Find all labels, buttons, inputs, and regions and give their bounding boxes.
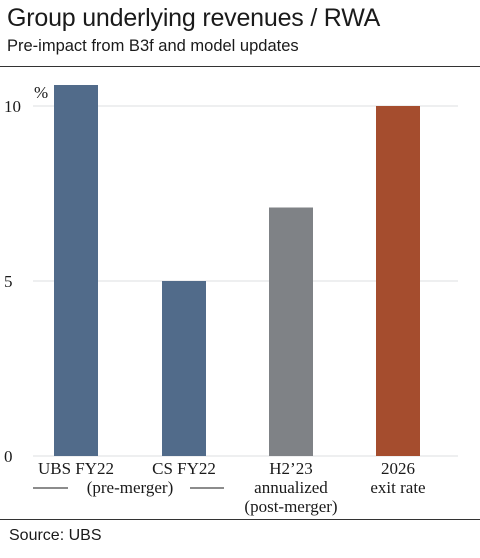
y-axis: 0 5 10% xyxy=(4,83,48,466)
group-bracket: (pre-merger) xyxy=(33,478,224,497)
chart-title: Group underlying revenues / RWA xyxy=(7,4,381,32)
bar xyxy=(162,281,206,456)
x-category-label: 2026 exit rate xyxy=(370,459,425,497)
bottom-rule xyxy=(0,519,480,520)
bars xyxy=(54,85,420,456)
y-tick-label: 10 xyxy=(4,97,21,116)
x-category-label: H2’23 annualized (post-merger) xyxy=(244,459,337,516)
source-note: Source: UBS xyxy=(9,527,102,544)
y-tick-label: 0 xyxy=(4,447,13,466)
bar xyxy=(269,207,313,456)
top-rule xyxy=(0,66,480,67)
group-label: (pre-merger) xyxy=(87,478,174,497)
y-unit-label: % xyxy=(34,83,48,102)
x-category-label: UBS FY22 xyxy=(38,459,114,478)
y-tick-label: 5 xyxy=(4,272,13,291)
bar xyxy=(376,106,420,456)
x-axis-labels: UBS FY22 CS FY22 H2’23 annualized (post-merg… xyxy=(38,459,426,516)
bar xyxy=(54,85,98,456)
x-category-label: CS FY22 xyxy=(152,459,216,478)
bar-chart: 0 5 10% UBS FY22 CS FY22 H2’23 annualized (pos… xyxy=(4,83,458,516)
chart-subtitle: Pre-impact from B3f and model updates xyxy=(7,37,299,55)
